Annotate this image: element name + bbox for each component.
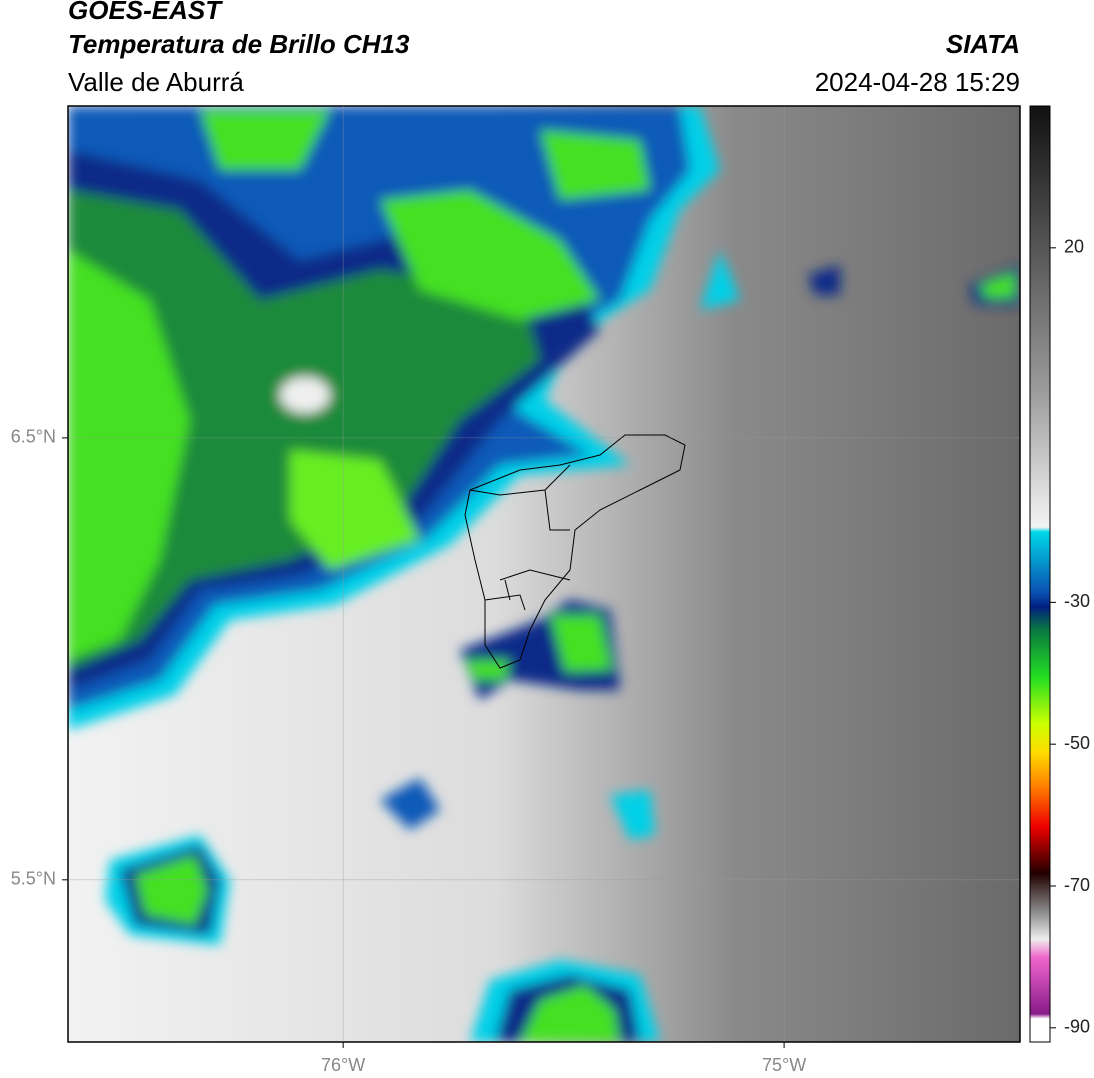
colorbar-tick-label: -50 xyxy=(1064,733,1090,753)
region: Valle de Aburrá xyxy=(68,67,244,97)
source: SIATA xyxy=(946,29,1020,59)
subtitle: Temperatura de Brillo CH13 xyxy=(68,29,410,59)
map-frame xyxy=(67,105,1021,1043)
colorbar-tick-label: -90 xyxy=(1064,1017,1090,1037)
lon-tick-label: 76°W xyxy=(321,1055,365,1075)
datetime: 2024-04-28 15:29 xyxy=(815,67,1020,97)
colorbar-tick-label: 20 xyxy=(1064,237,1084,257)
lon-tick-label: 75°W xyxy=(762,1055,806,1075)
lat-tick-label: 5.5°N xyxy=(11,869,56,889)
lat-tick-label: 6.5°N xyxy=(11,427,56,447)
title: GOES-EAST xyxy=(68,0,223,25)
satellite-image xyxy=(68,106,1020,1042)
colorbar-tick-label: -30 xyxy=(1064,591,1090,611)
colorbar-tick-label: -70 xyxy=(1064,875,1090,895)
colorbar xyxy=(1029,105,1051,1043)
